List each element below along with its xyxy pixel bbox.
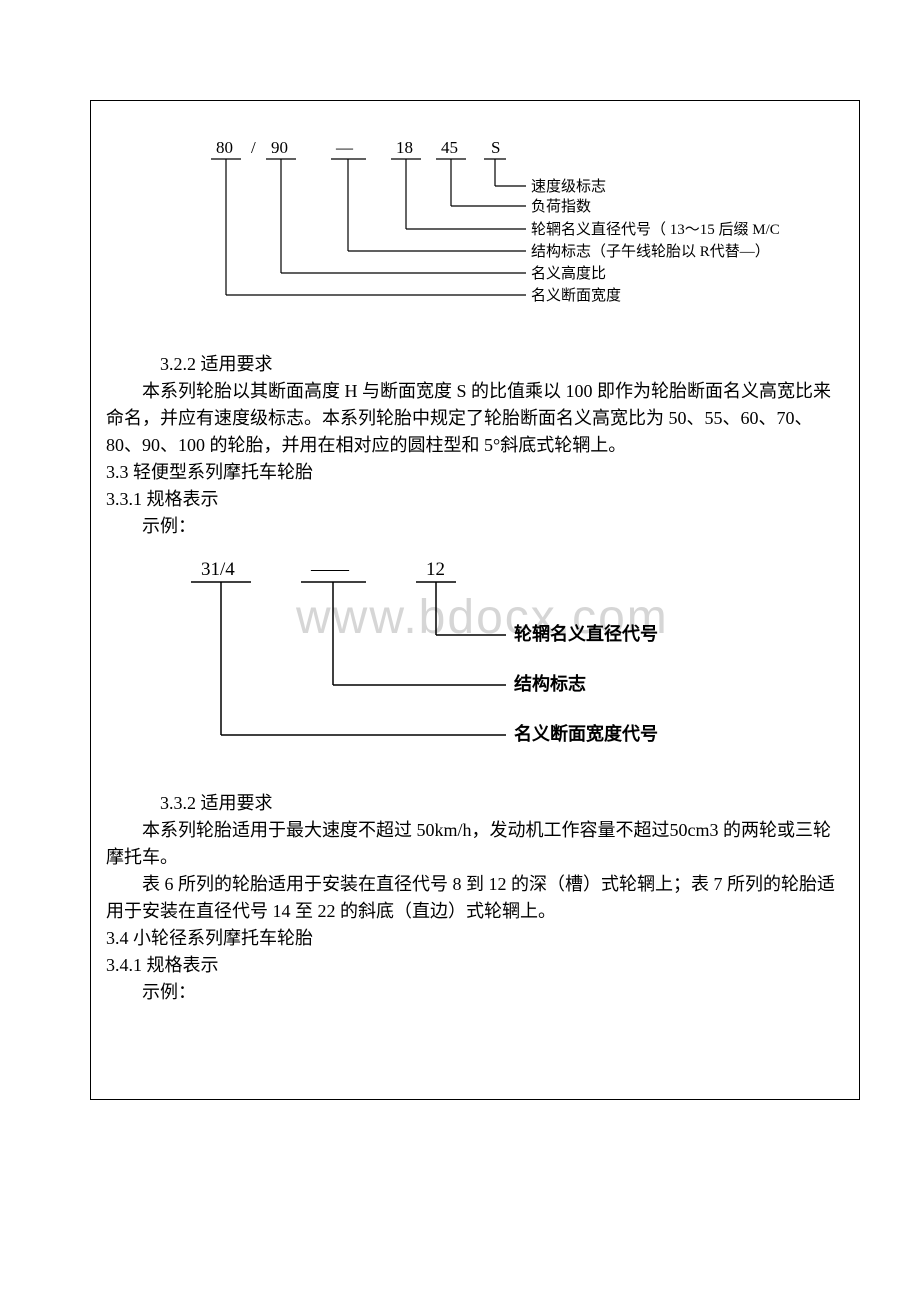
section-3-4-1-heading: 3.4.1 规格表示: [106, 952, 844, 979]
section-3-3-heading: 3.3 轻便型系列摩托车轮胎: [106, 459, 844, 486]
section-3-3-2-para2: 表 6 所列的轮胎适用于安装在直径代号 8 到 12 的深（槽）式轮辋上；表 7…: [106, 871, 844, 925]
d2-dash: ——: [310, 559, 350, 580]
text-block-1: 3.2.2 适用要求 本系列轮胎以其断面高度 H 与断面宽度 S 的比值乘以 1…: [106, 351, 844, 540]
d1-l3: 轮辋名义直径代号（ 13～15 后缀 M/C: [531, 221, 780, 238]
section-3-3-2-heading: 3.3.2 适用要求: [106, 790, 844, 817]
tire-spec-diagram-2: www.bdocx.com 31/4 —— 12 轮辋名义直径代号 结构标志 名…: [106, 550, 844, 770]
page-frame: 80 / 90 — 18 45 S: [90, 100, 860, 1100]
section-3-3-2-text1: 本系列轮胎适用于最大速度不超过 50km/h，发动机工作容量不超过50cm3 的…: [106, 820, 831, 867]
d2-l2: 结构标志: [514, 673, 586, 694]
d1-dash: —: [335, 138, 354, 157]
d1-v5: S: [491, 138, 500, 157]
section-3-3-1-heading: 3.3.1 规格表示: [106, 486, 844, 513]
d1-slash: /: [251, 138, 256, 157]
d1-l6: 名义断面宽度: [531, 287, 621, 304]
section-3-3-2-para1: 本系列轮胎适用于最大速度不超过 50km/h，发动机工作容量不超过50cm3 的…: [106, 817, 844, 871]
section-3-2-2-para: 本系列轮胎以其断面高度 H 与断面宽度 S 的比值乘以 100 即作为轮胎断面名…: [106, 378, 844, 459]
diagram-2-svg: 31/4 —— 12 轮辋名义直径代号 结构标志 名义断面宽度代号: [106, 550, 806, 770]
section-3-3-2-text2: 表 6 所列的轮胎适用于安装在直径代号 8 到 12 的深（槽）式轮辋上；表 7…: [106, 874, 835, 921]
section-3-2-2-heading: 3.2.2 适用要求: [106, 351, 844, 378]
d2-v2: 12: [426, 559, 445, 580]
diagram-1-svg: 80 / 90 — 18 45 S: [106, 131, 836, 331]
d2-v1: 31/4: [201, 559, 235, 580]
d1-v2: 90: [271, 138, 288, 157]
d1-l2: 负荷指数: [531, 198, 591, 215]
d1-v1: 80: [216, 138, 233, 157]
d1-l1: 速度级标志: [531, 178, 606, 195]
example-label-1: 示例：: [106, 513, 844, 540]
section-3-2-2-text: 本系列轮胎以其断面高度 H 与断面宽度 S 的比值乘以 100 即作为轮胎断面名…: [106, 381, 831, 455]
d1-l4: 结构标志（子午线轮胎以 R代替—）: [531, 243, 770, 260]
d1-v3: 18: [396, 138, 413, 157]
d1-l5: 名义高度比: [531, 265, 606, 282]
d1-v4: 45: [441, 138, 458, 157]
tire-spec-diagram-1: 80 / 90 — 18 45 S: [106, 131, 844, 331]
d2-l3: 名义断面宽度代号: [514, 723, 658, 744]
example-label-2: 示例：: [106, 979, 844, 1006]
text-block-2: 3.3.2 适用要求 本系列轮胎适用于最大速度不超过 50km/h，发动机工作容…: [106, 790, 844, 1006]
d2-l1: 轮辋名义直径代号: [514, 623, 658, 644]
section-3-4-heading: 3.4 小轮径系列摩托车轮胎: [106, 925, 844, 952]
